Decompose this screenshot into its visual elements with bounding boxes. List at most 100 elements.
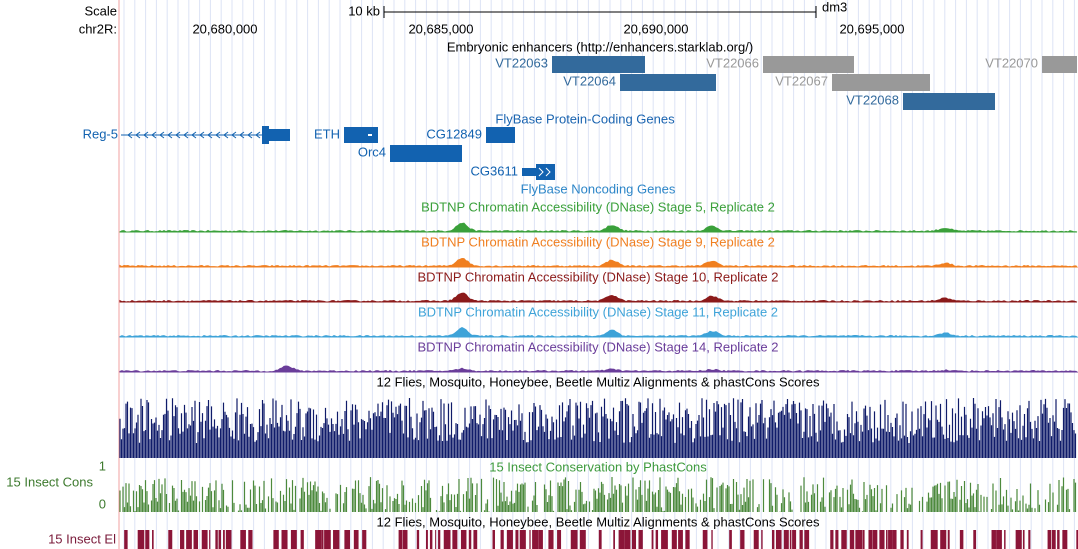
enhancer-label: VT22063 [495, 55, 548, 70]
strand-arrow [247, 131, 253, 139]
element [362, 530, 367, 549]
scale-label: Scale [84, 3, 117, 18]
track-title: BDTNP Chromatin Accessibility (DNase) St… [421, 234, 775, 249]
element [137, 530, 145, 549]
element [598, 530, 602, 549]
element [772, 530, 775, 549]
element [1047, 530, 1052, 549]
element [532, 530, 539, 549]
element [193, 530, 199, 549]
track-title: BDTNP Chromatin Accessibility (DNase) St… [421, 199, 775, 214]
strand-arrow [151, 131, 157, 139]
element [618, 530, 625, 549]
exon [536, 164, 555, 180]
element [872, 530, 878, 549]
track-title: 12 Flies, Mosquito, Honeybee, Beetle Mul… [377, 514, 820, 529]
element [1062, 530, 1068, 549]
axis-label: 1 [99, 458, 106, 473]
strand-arrow [199, 131, 205, 139]
track-title: FlyBase Noncoding Genes [521, 181, 676, 196]
element [855, 530, 863, 549]
element [145, 530, 150, 549]
element [711, 530, 713, 549]
element [920, 530, 923, 549]
element [435, 530, 437, 549]
exon [344, 127, 378, 143]
element [223, 530, 225, 549]
signal [119, 292, 1078, 303]
phastcons-bars [119, 477, 1077, 512]
element [740, 530, 745, 549]
chrom-label: chr2R: [79, 21, 117, 36]
strand-arrow [183, 131, 189, 139]
element [862, 530, 865, 549]
enhancer-label: VT22064 [563, 73, 616, 88]
element [678, 530, 683, 549]
element [429, 530, 433, 549]
element [186, 530, 192, 549]
enhancer [620, 74, 716, 91]
ruler-position: 20,695,000 [839, 21, 904, 36]
strand-arrow [159, 131, 165, 139]
scale-bar-label: 10 kb [348, 3, 380, 18]
gene-label: CG3611 [471, 163, 518, 178]
element [841, 530, 847, 549]
signal [119, 257, 1078, 268]
element [799, 530, 803, 549]
element [702, 530, 708, 549]
element [290, 530, 297, 549]
element [416, 530, 420, 549]
enhancer-label: VT22070 [985, 55, 1038, 70]
element [452, 530, 458, 549]
element [753, 530, 759, 549]
element [973, 530, 977, 549]
enhancer [552, 56, 645, 73]
strand-arrow [191, 131, 197, 139]
strand-arrow [538, 167, 551, 177]
element [631, 530, 637, 549]
element [515, 530, 519, 549]
enhancer [832, 74, 930, 91]
strand-arrow [223, 131, 229, 139]
exon [390, 145, 462, 162]
assembly: dm3 [822, 0, 847, 14]
track-label: 15 Insect Cons [6, 474, 93, 489]
element [991, 530, 996, 549]
element [333, 530, 340, 549]
element [506, 530, 513, 549]
strand-arrow [207, 131, 213, 139]
element [888, 530, 893, 549]
element [315, 530, 322, 549]
track-title: FlyBase Protein-Coding Genes [495, 111, 675, 126]
element [438, 530, 441, 549]
element [321, 530, 324, 549]
element [804, 530, 810, 549]
ruler-position: 20,690,000 [623, 21, 688, 36]
track-title: BDTNP Chromatin Accessibility (DNase) St… [418, 304, 778, 319]
element [281, 530, 288, 549]
element [849, 530, 855, 549]
element [468, 530, 472, 549]
gene-label: CG12849 [426, 126, 482, 141]
element [473, 530, 478, 549]
element [529, 530, 531, 549]
element [402, 530, 408, 549]
element [729, 530, 732, 549]
element [240, 530, 246, 549]
element [671, 530, 677, 549]
element [209, 530, 211, 549]
element [300, 530, 304, 549]
ruler-position: 20,685,000 [408, 21, 473, 36]
element [624, 530, 631, 549]
element [124, 530, 128, 549]
axis-label: 0 [99, 496, 106, 511]
element [835, 530, 839, 549]
element [996, 530, 1002, 549]
element [783, 530, 789, 549]
element [892, 530, 897, 549]
element [906, 530, 909, 549]
exon [262, 126, 269, 144]
strand-arrow [255, 131, 261, 139]
element [215, 530, 218, 549]
element [248, 530, 253, 549]
